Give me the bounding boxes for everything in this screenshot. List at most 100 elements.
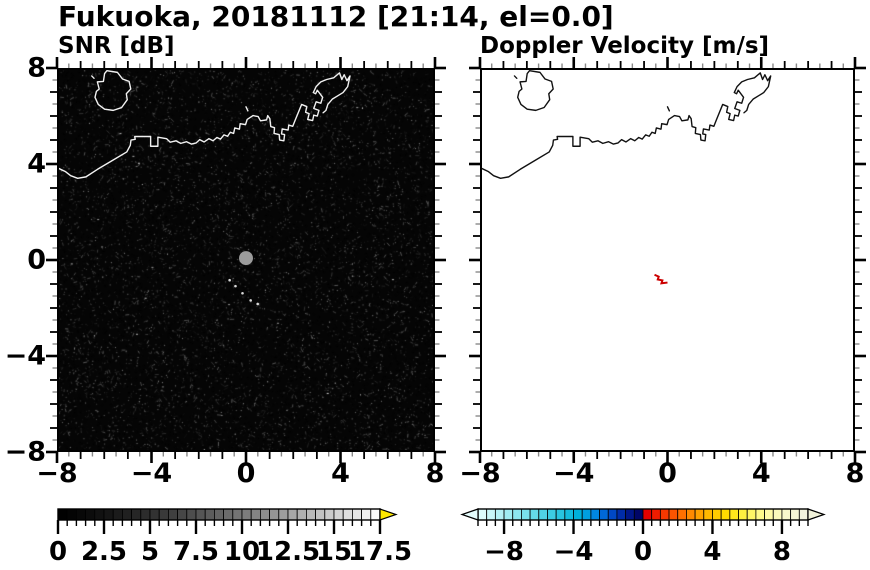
- snr-y-tick-label: −8: [4, 436, 46, 468]
- snr-x-tick-label: −8: [36, 458, 78, 489]
- colorbar-segment: [746, 508, 757, 521]
- doppler-colorbar-tick-label: −4: [553, 537, 594, 567]
- colorbar-segment: [616, 508, 627, 521]
- colorbar-segment: [494, 508, 505, 521]
- echo-trail-speck: [241, 291, 244, 295]
- doppler-echo: [655, 275, 668, 284]
- snr-colorbar-tick-label: 5: [140, 537, 160, 567]
- colorbar-segment: [547, 508, 557, 521]
- colorbar-segment: [250, 508, 261, 521]
- colorbar-segment: [361, 508, 372, 521]
- colorbar-segment: [790, 508, 800, 521]
- doppler-colorbar-tick-label: −8: [484, 537, 524, 567]
- colorbar-over-arrow: [379, 508, 398, 521]
- doppler-coastline-overlay: [482, 70, 853, 450]
- colorbar-segment: [633, 508, 644, 521]
- colorbar-segment: [278, 508, 289, 521]
- echo-trail-speck: [228, 278, 231, 282]
- colorbar-segment: [642, 508, 653, 521]
- colorbar-segment: [177, 508, 188, 521]
- colorbar-segment: [140, 508, 151, 521]
- snr-colorbar-tick-label: 15: [315, 537, 353, 567]
- map-transform-group: [482, 71, 771, 284]
- colorbar-segment: [659, 508, 670, 521]
- snr-x-tick-label: 8: [425, 458, 445, 489]
- colorbar-segment: [315, 508, 326, 521]
- coastline-mark: [92, 76, 94, 78]
- coastline-mark: [668, 107, 670, 111]
- coastline-mark: [514, 76, 516, 78]
- snr-y-tick-label: 4: [27, 148, 46, 180]
- radar-site-dot: [239, 251, 253, 266]
- colorbar-segment: [195, 508, 206, 521]
- snr-colorbar-tick-label: 0: [48, 537, 68, 567]
- doppler-x-tick-label: 8: [845, 458, 865, 489]
- colorbar-segment: [66, 508, 77, 521]
- snr-colorbar-tick-label: 17.5: [347, 537, 413, 567]
- coastline-path: [482, 73, 771, 178]
- colorbar-segment: [370, 508, 381, 521]
- colorbar-segment: [287, 508, 298, 521]
- doppler-plot-panel: [480, 68, 855, 452]
- doppler-x-tick-label: −8: [459, 458, 501, 489]
- colorbar-segment: [342, 508, 353, 521]
- colorbar-segment: [529, 508, 540, 521]
- colorbar-segment: [590, 508, 600, 521]
- colorbar-segment: [538, 508, 548, 521]
- colorbar-segment: [149, 508, 160, 521]
- echo-trail-speck: [256, 302, 259, 306]
- colorbar-segment: [122, 508, 133, 521]
- colorbar-segment: [213, 508, 224, 521]
- snr-colorbar-tick-label: 2.5: [80, 537, 128, 567]
- colorbar-segment: [333, 508, 344, 521]
- colorbar-segment: [764, 508, 774, 521]
- snr-y-tick-label: 0: [27, 244, 46, 276]
- colorbar-segment: [486, 508, 496, 521]
- colorbar-segment: [241, 508, 252, 521]
- colorbar-segment: [477, 508, 488, 521]
- doppler-x-tick-label: −4: [553, 458, 595, 489]
- colorbar-segment: [296, 508, 307, 521]
- echo-trail-speck: [234, 284, 237, 288]
- colorbar-segment: [555, 508, 566, 521]
- coastline-mark: [246, 107, 248, 111]
- colorbar-under-arrow: [460, 508, 479, 521]
- coastline-path: [59, 73, 350, 178]
- island-outline: [518, 71, 553, 111]
- echo-trail-speck: [249, 299, 252, 302]
- colorbar-segment: [85, 508, 96, 521]
- colorbar-segment: [223, 508, 234, 521]
- colorbar-segment: [186, 508, 197, 521]
- snr-x-tick-label: 0: [236, 458, 256, 489]
- colorbar-segment: [269, 508, 280, 521]
- snr-y-tick-label: −4: [4, 340, 46, 372]
- colorbar-over-arrow: [807, 508, 826, 521]
- colorbar-segment: [625, 508, 635, 521]
- colorbar-segment: [781, 508, 792, 521]
- colorbar-segment: [103, 508, 114, 521]
- colorbar-segment: [512, 508, 522, 521]
- colorbar-segment: [581, 508, 592, 521]
- colorbar-segment: [503, 508, 514, 521]
- colorbar-segment: [677, 508, 687, 521]
- colorbar-segment: [131, 508, 142, 521]
- colorbar-segment: [167, 508, 178, 521]
- colorbar-segment: [729, 508, 739, 521]
- colorbar-segment: [738, 508, 748, 521]
- snr-colorbar-tick-label: 7.5: [172, 537, 220, 567]
- colorbar-segment: [755, 508, 765, 521]
- colorbar-segment: [351, 508, 362, 521]
- doppler-x-tick-label: 0: [658, 458, 677, 489]
- colorbar-frame: [477, 508, 809, 521]
- colorbar-segment: [720, 508, 731, 521]
- colorbar-segment: [599, 508, 609, 521]
- colorbar-segment: [112, 508, 123, 521]
- colorbar-segment: [607, 508, 618, 521]
- colorbar-segment: [324, 508, 335, 521]
- colorbar-frame: [57, 508, 381, 521]
- colorbar-segment: [703, 508, 713, 521]
- map-transform-group: [59, 71, 350, 179]
- colorbar-segment: [686, 508, 696, 521]
- doppler-panel-title: Doppler Velocity [m/s]: [480, 33, 770, 59]
